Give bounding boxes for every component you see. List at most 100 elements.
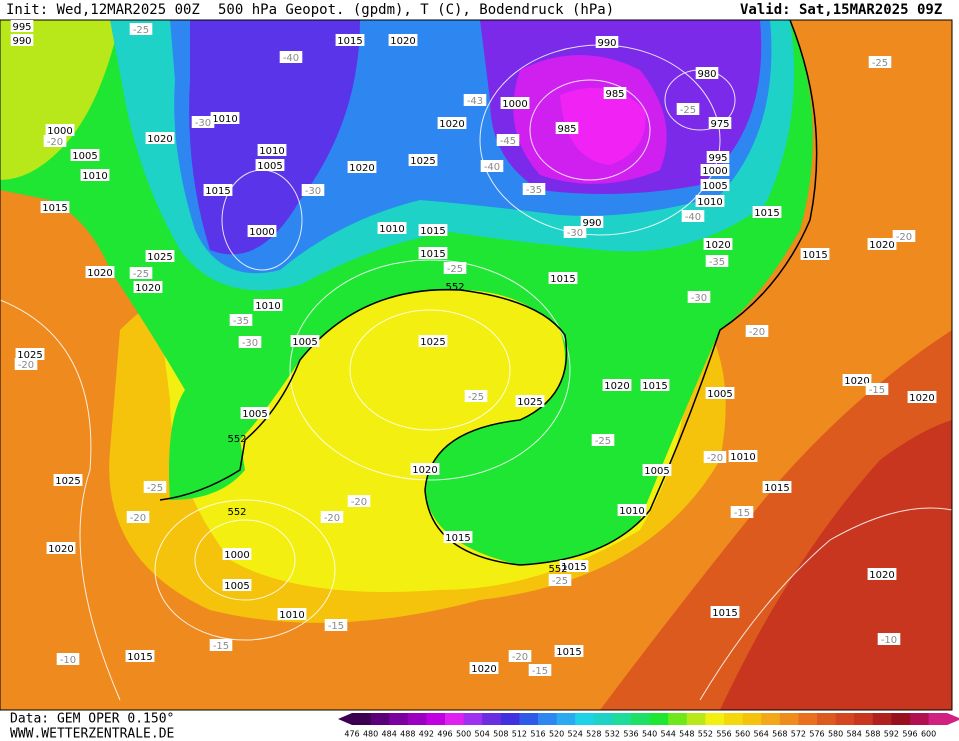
temperature-label-box	[464, 390, 488, 402]
pressure-label-box	[85, 266, 115, 278]
colorbar-cell	[575, 713, 595, 725]
colorbar-cell	[705, 713, 725, 725]
temperature-label-box	[681, 210, 705, 222]
temperature-label-box	[324, 619, 348, 631]
colorbar-label: 560	[735, 730, 750, 739]
colorbar-cell	[593, 713, 613, 725]
isobar	[529, 79, 651, 181]
temperature-label-box	[877, 633, 901, 645]
colorbar-cell	[612, 713, 632, 725]
pressure-label-box	[554, 645, 584, 657]
pressure-label-box	[53, 474, 83, 486]
colorbar-label: 484	[382, 730, 397, 739]
pressure-label: 1020	[439, 119, 464, 130]
pressure-label-box	[388, 34, 418, 46]
temperature-label: -20	[130, 513, 146, 524]
colorbar-label: 500	[456, 730, 471, 739]
pressure-label: 990	[582, 218, 601, 229]
pressure-label: 1015	[561, 562, 586, 573]
temperature-label-box	[301, 184, 325, 196]
pressure-label: 1020	[844, 376, 869, 387]
pressure-label-box	[695, 67, 719, 79]
pressure-label-box	[710, 606, 740, 618]
pressure-label-box	[842, 374, 872, 386]
pressure-label-box	[700, 179, 730, 191]
pressure-label-box	[642, 464, 672, 476]
pressure-label-box	[703, 238, 733, 250]
pressure-label: 1005	[707, 389, 732, 400]
pressure-label-box	[377, 222, 407, 234]
temperature-label: -25	[468, 392, 484, 403]
pressure-label: 1015	[205, 186, 230, 197]
temperature-label: -20	[351, 497, 367, 508]
pressure-label: 1015	[127, 652, 152, 663]
temperature-label: -30	[242, 338, 258, 349]
colorbar-label: 576	[809, 730, 824, 739]
colorbar-cell	[538, 713, 558, 725]
height-label: 552	[227, 434, 246, 445]
pressure-label: 1015	[337, 36, 362, 47]
pressure-label: 990	[12, 36, 31, 47]
pressure-label-box	[555, 122, 579, 134]
colorbar-label: 512	[512, 730, 527, 739]
colorbar-cell	[631, 713, 651, 725]
pressure-label: 1025	[410, 156, 435, 167]
pressure-label-box	[222, 579, 252, 591]
pressure-label: 1025	[147, 252, 172, 263]
pressure-label-box	[695, 195, 725, 207]
map-title: 500 hPa Geopot. (gpdm), T (C), Bodendruc…	[218, 2, 614, 18]
colorbar-label: 572	[791, 730, 806, 739]
colorbar-cell	[389, 713, 409, 725]
temperature-label: -20	[749, 327, 765, 338]
temperature-label-box	[687, 291, 711, 303]
pressure-label: 990	[597, 38, 616, 49]
colorbar-label: 492	[419, 730, 434, 739]
temperature-label: -10	[60, 655, 76, 666]
temperature-label-box	[548, 574, 572, 586]
isobar	[699, 507, 952, 701]
pressure-label-box	[595, 36, 619, 48]
pressure-label-box	[418, 224, 448, 236]
pressure-label-box	[45, 124, 75, 136]
pressure-label: 995	[12, 22, 31, 33]
pressure-label: 1015	[754, 208, 779, 219]
colorbar-label: 536	[623, 730, 638, 739]
pressure-label: 1000	[47, 126, 72, 137]
pressure-label-box	[10, 20, 34, 32]
temperature-label: -30	[567, 228, 583, 239]
colorbar-label: 556	[716, 730, 731, 739]
pressure-label: 1010	[279, 610, 304, 621]
colorbar-label: 520	[549, 730, 564, 739]
temperature-label: -25	[147, 483, 163, 494]
temperature-label: -25	[552, 576, 568, 587]
pressure-label: 1020	[604, 381, 629, 392]
colorbar-cell	[426, 713, 446, 725]
pressure-label-box	[253, 299, 283, 311]
colorbar-label: 508	[493, 730, 508, 739]
colorbar-label: 592	[884, 730, 899, 739]
pressure-label-box	[640, 379, 670, 391]
colorbar-label: 480	[363, 730, 378, 739]
temperature-label: -30	[691, 293, 707, 304]
colorbar-label: 496	[437, 730, 452, 739]
colorbar-cell	[500, 713, 520, 725]
pressure-label: 1020	[909, 393, 934, 404]
isobar	[154, 499, 336, 641]
pressure-label-box	[210, 112, 240, 124]
pressure-label: 1010	[82, 171, 107, 182]
colorbar-cell	[835, 713, 855, 725]
colorbar-cell	[370, 713, 390, 725]
colorbar-cell	[928, 713, 948, 725]
pressure-label-box	[907, 391, 937, 403]
pressure-label: 1000	[249, 227, 274, 238]
temperature-label: -15	[734, 508, 750, 519]
pressure-label: 1015	[712, 608, 737, 619]
colorbar-label: 540	[642, 730, 657, 739]
pressure-label-box	[145, 250, 175, 262]
colorbar-label: 596	[902, 730, 917, 739]
colorbar-label: 552	[698, 730, 713, 739]
temperature-label: -15	[869, 385, 885, 396]
pressure-label: 1020	[390, 36, 415, 47]
pressure-label: 1000	[502, 99, 527, 110]
